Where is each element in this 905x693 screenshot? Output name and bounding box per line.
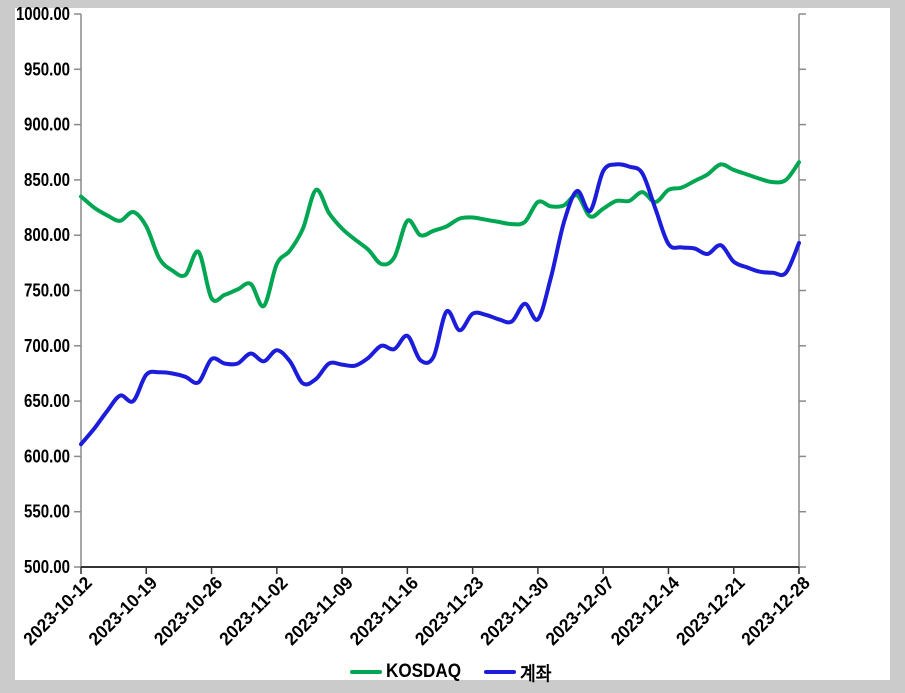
x-tick-label: 2023-10-12 [19,573,95,649]
x-tick-label: 2023-12-14 [607,573,683,649]
account-line-swatch [484,670,517,674]
x-tick-label: 2023-11-23 [411,573,487,649]
x-tick-label: 2023-12-07 [542,573,618,649]
x-tick-label: 2023-11-02 [215,573,291,649]
x-tick-label: 2023-11-16 [346,573,422,649]
x-tick-label: 2023-12-21 [672,573,748,649]
x-tick-label: 2023-10-19 [85,573,161,649]
y-tick-label: 500.00 [24,557,70,577]
y-tick-label: 900.00 [24,115,70,135]
x-tick-label: 2023-11-09 [281,573,357,649]
y-tick-label: 800.00 [24,225,70,245]
chart-legend: KOSDAQ 계좌 [0,659,905,686]
y-tick-label: 950.00 [24,59,70,79]
y-tick-label: 850.00 [24,170,70,190]
x-tick-label: 2023-11-30 [476,573,552,649]
kosdaq-legend-label: KOSDAQ [385,661,461,682]
y-tick-label: 600.00 [24,446,70,466]
y-tick-label: 650.00 [24,391,70,411]
kosdaq-line-swatch [349,670,382,674]
account-legend-label: 계좌 [520,663,552,685]
y-tick-label: 550.00 [24,502,70,522]
y-tick-label: 1000.00 [16,4,70,24]
y-tick-label: 700.00 [24,336,70,356]
account-series-line [79,162,801,447]
kosdaq-series-line [79,160,801,309]
legend-item-kosdaq: KOSDAQ [349,661,469,683]
x-tick-label: 2023-10-26 [150,573,226,649]
y-tick-label: 750.00 [24,281,70,301]
x-tick-label: 2023-12-28 [737,573,813,649]
legend-item-account: 계좌 [484,659,555,686]
